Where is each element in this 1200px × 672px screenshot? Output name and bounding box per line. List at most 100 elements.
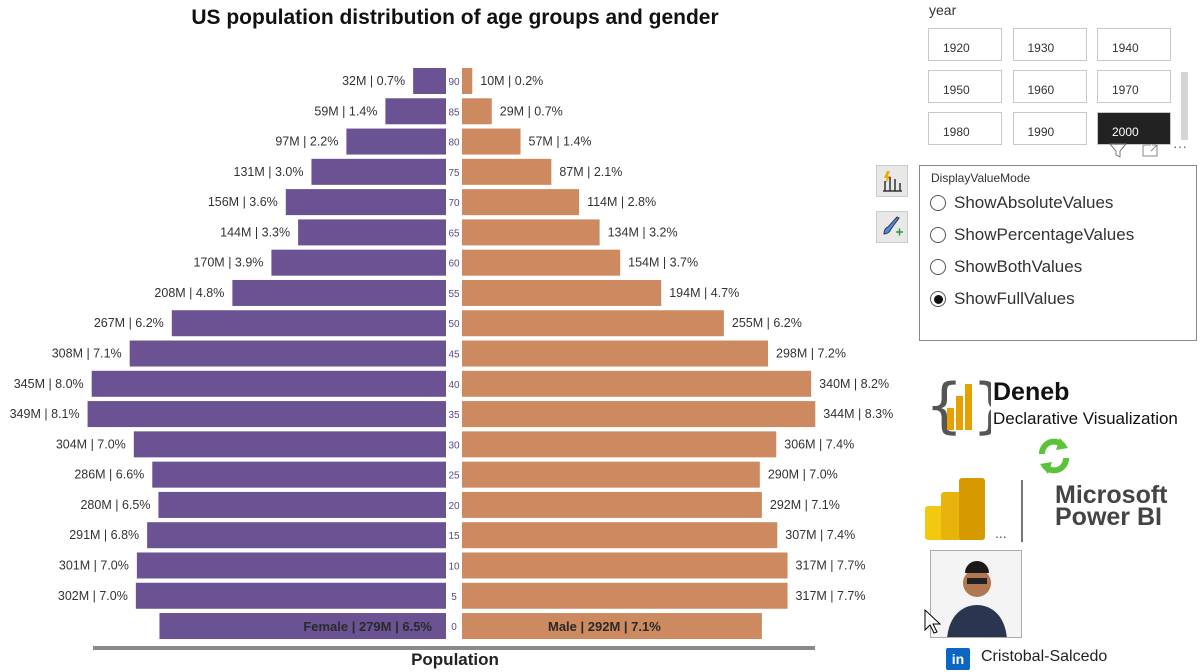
year-tile-1980[interactable]: 1980: [928, 112, 1002, 145]
age-tick-label: 30: [448, 440, 460, 451]
format-brush-button[interactable]: [876, 211, 908, 243]
female-data-label: 32M | 0.7%: [342, 74, 405, 88]
male-data-label: 340M | 8.2%: [819, 377, 889, 391]
mouse-cursor-icon: [924, 608, 941, 634]
age-tick-label: 5: [451, 592, 457, 603]
age-tick-label: 35: [448, 410, 460, 421]
male-bar[interactable]: [462, 582, 788, 609]
female-data-label: 302M | 7.0%: [58, 589, 128, 603]
male-data-label: 290M | 7.0%: [768, 468, 838, 482]
male-data-label: 317M | 7.7%: [796, 558, 866, 572]
microsoft-text: Microsoft: [1055, 481, 1168, 509]
male-bar[interactable]: [462, 552, 788, 579]
female-bar[interactable]: [87, 401, 447, 428]
male-bar[interactable]: [462, 249, 621, 276]
year-tile-1930[interactable]: 1930: [1012, 28, 1087, 61]
year-tile-1920[interactable]: 1920: [928, 28, 1002, 61]
x-axis-label: Population: [411, 650, 499, 669]
year-tile-1990[interactable]: 1990: [1012, 112, 1087, 145]
female-bar[interactable]: [136, 552, 447, 579]
male-bar[interactable]: [462, 491, 762, 518]
male-bar[interactable]: [462, 431, 777, 458]
radio-option[interactable]: ShowPercentageValues: [930, 225, 1134, 245]
radio-circle-icon[interactable]: [930, 195, 946, 211]
radio-option[interactable]: ShowFullValues: [930, 289, 1075, 309]
male-bar[interactable]: [462, 158, 552, 185]
male-data-label: 298M | 7.2%: [776, 347, 846, 361]
female-bar[interactable]: [311, 158, 446, 185]
female-data-label: 208M | 4.8%: [154, 286, 224, 300]
female-bar[interactable]: [285, 189, 446, 216]
svg-text:}: }: [972, 374, 991, 440]
radio-label: ShowPercentageValues: [954, 225, 1135, 244]
female-bar[interactable]: [385, 98, 446, 125]
linkedin-name[interactable]: Cristobal-Salcedo: [981, 648, 1108, 665]
male-bar[interactable]: [462, 128, 521, 155]
female-bar[interactable]: [133, 431, 447, 458]
slicer-scrollbar[interactable]: [1181, 72, 1188, 140]
more-options-icon[interactable]: ···: [1173, 138, 1187, 154]
year-tile-1950[interactable]: 1950: [928, 70, 1002, 103]
female-bar[interactable]: [158, 491, 446, 518]
paintbrush-plus-icon: [883, 216, 903, 236]
female-bar[interactable]: [171, 310, 446, 337]
female-bar[interactable]: [135, 582, 446, 609]
female-bar[interactable]: [152, 461, 446, 488]
male-bar[interactable]: [462, 310, 724, 337]
year-tile-2000[interactable]: 2000: [1097, 112, 1171, 145]
age-tick-label: 25: [448, 471, 460, 482]
linkedin-icon[interactable]: in: [946, 648, 970, 670]
radio-label: ShowFullValues: [954, 289, 1075, 308]
female-bar[interactable]: [346, 128, 446, 155]
age-tick-label: 90: [448, 77, 460, 88]
female-data-label: 59M | 1.4%: [314, 104, 377, 118]
radio-circle-icon[interactable]: [930, 227, 946, 243]
female-data-label: 144M | 3.3%: [220, 225, 290, 239]
female-data-label: 156M | 3.6%: [208, 195, 278, 209]
year-tile-1960[interactable]: 1960: [1012, 70, 1087, 103]
male-data-label: 292M | 7.1%: [770, 498, 840, 512]
female-bar[interactable]: [232, 279, 446, 306]
radio-option[interactable]: ShowBothValues: [930, 257, 1082, 277]
female-bar[interactable]: [129, 340, 446, 367]
population-pyramid: 90 32M | 0.7% 10M | 0.2% 85 59M | 1.4% 29M | …: [10, 68, 893, 650]
female-data-label: 286M | 6.6%: [74, 468, 144, 482]
male-bar[interactable]: [462, 522, 778, 549]
age-tick-label: 10: [448, 561, 460, 572]
female-data-label: 301M | 7.0%: [59, 558, 129, 572]
year-slicer-title: year: [929, 2, 957, 18]
male-data-label: 307M | 7.4%: [785, 528, 855, 542]
age-tick-label: 60: [448, 259, 460, 270]
female-bar[interactable]: [298, 219, 446, 246]
male-bar[interactable]: [462, 340, 769, 367]
focus-mode-icon[interactable]: [1141, 142, 1159, 161]
radio-circle-icon[interactable]: [930, 291, 946, 307]
male-bar[interactable]: [462, 219, 600, 246]
male-bar[interactable]: [462, 613, 762, 640]
radio-circle-icon[interactable]: [930, 259, 946, 275]
female-bar[interactable]: [271, 249, 446, 276]
quick-insights-button[interactable]: [876, 165, 908, 197]
female-bar[interactable]: [147, 522, 446, 549]
powerbi-text: Microsoft Power BI: [1055, 481, 1168, 530]
male-bar[interactable]: [462, 401, 816, 428]
female-bar[interactable]: [91, 370, 446, 397]
filter-icon[interactable]: [1108, 142, 1128, 161]
female-bar[interactable]: [413, 68, 446, 94]
year-tile-1940[interactable]: 1940: [1097, 28, 1171, 61]
deneb-logo: { }: [925, 374, 991, 440]
male-bar[interactable]: [462, 98, 492, 125]
radio-option[interactable]: ShowAbsoluteValues: [930, 193, 1113, 213]
sync-arrows-icon: [1039, 438, 1069, 474]
age-tick-label: 45: [448, 350, 460, 361]
male-bar[interactable]: [462, 279, 662, 306]
male-total-label: Male | 292M | 7.1%: [548, 619, 661, 634]
male-bar[interactable]: [462, 189, 580, 216]
male-bar[interactable]: [462, 370, 812, 397]
female-bar[interactable]: [159, 613, 447, 640]
year-tile-1970[interactable]: 1970: [1097, 70, 1171, 103]
male-data-label: 194M | 4.7%: [669, 286, 739, 300]
chart-title: US population distribution of age groups…: [191, 6, 719, 29]
male-bar[interactable]: [462, 461, 760, 488]
male-bar[interactable]: [462, 68, 473, 94]
